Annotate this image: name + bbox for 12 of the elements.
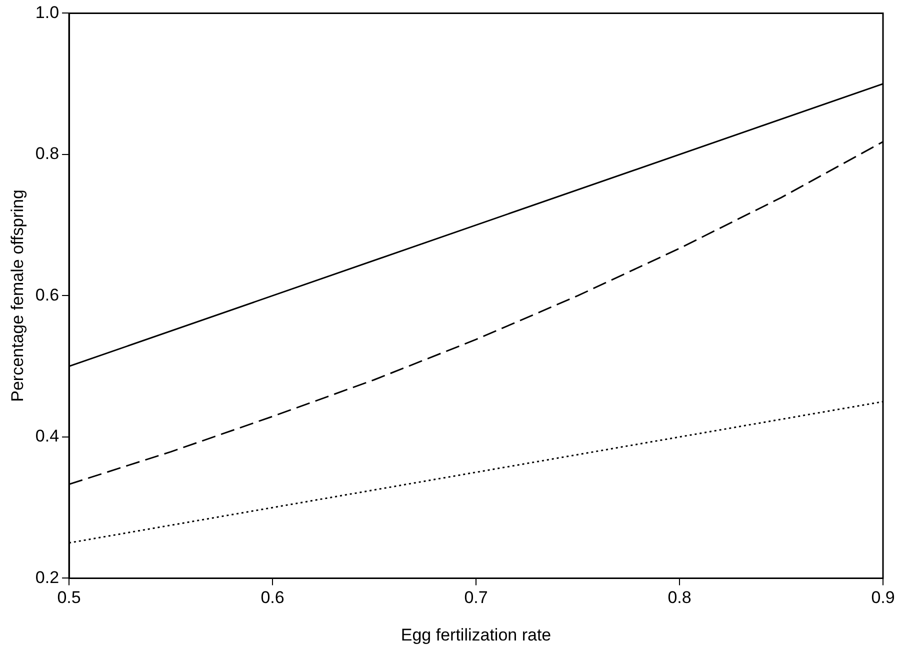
- x-tick-label: 0.9: [871, 588, 895, 608]
- y-tick-label: 0.4: [35, 426, 60, 446]
- x-tick-label: 0.6: [260, 588, 284, 608]
- x-tick-label: 0.7: [464, 588, 488, 608]
- y-axis-title: Percentage female offspring: [8, 190, 27, 402]
- x-axis-title: Egg fertilization rate: [400, 625, 552, 644]
- y-tick-label: 0.6: [35, 285, 60, 304]
- y-tick-label: 0.2: [35, 568, 60, 587]
- x-tick-label: 0.5: [57, 588, 81, 608]
- x-tick-label: 0.8: [668, 588, 692, 608]
- y-tick-label: 1.0: [35, 2, 60, 22]
- y-tick-label: 0.8: [35, 144, 60, 164]
